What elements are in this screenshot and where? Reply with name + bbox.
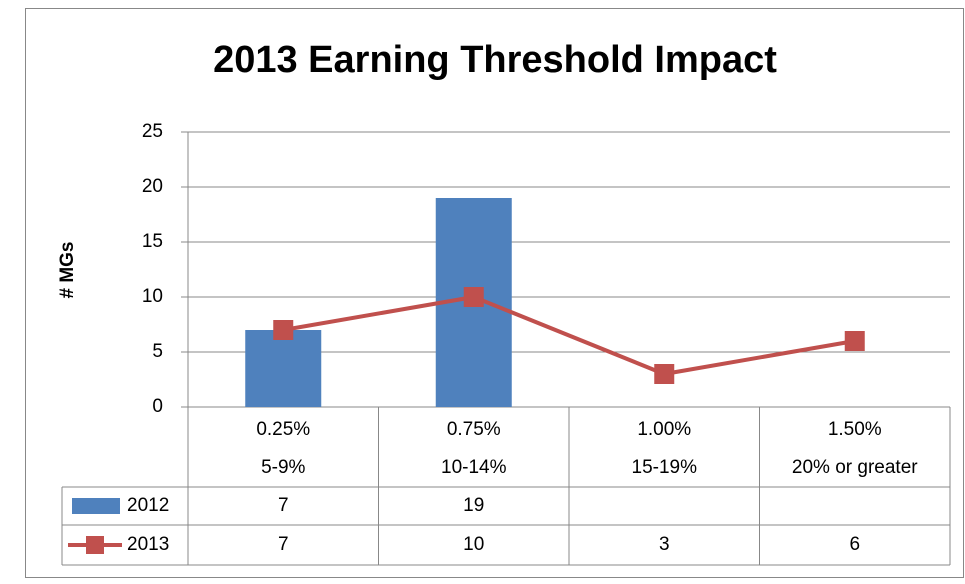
category-label: 0.25% — [256, 419, 310, 440]
y-tick-label: 10 — [142, 286, 163, 307]
marker — [654, 364, 675, 384]
category-label: 1.00% — [637, 419, 691, 440]
y-tick-label: 15 — [142, 231, 163, 252]
category-label: 20% or greater — [792, 457, 918, 478]
marker — [844, 331, 865, 351]
category-label: 0.75% — [447, 419, 501, 440]
y-tick-label: 20 — [142, 176, 163, 197]
table-value: 19 — [463, 495, 484, 516]
marker — [463, 287, 484, 307]
y-tick-label: 0 — [152, 396, 163, 417]
chart-title: 2013 Earning Threshold Impact — [213, 39, 777, 81]
table-value: 7 — [278, 495, 289, 516]
category-label: 10-14% — [441, 457, 507, 478]
table-value: 3 — [659, 534, 670, 555]
category-label: 5-9% — [261, 457, 305, 478]
table-value: 6 — [849, 534, 860, 555]
legend-label: 2012 — [127, 495, 169, 516]
table-value: 7 — [278, 534, 289, 555]
marker — [273, 320, 294, 340]
table-value: 10 — [463, 534, 484, 555]
y-tick-label: 5 — [152, 341, 163, 362]
legend-key — [72, 498, 120, 514]
category-label: 15-19% — [632, 457, 698, 478]
legend-key — [86, 536, 104, 554]
legend-label: 2013 — [127, 534, 169, 555]
y-tick-label: 25 — [142, 121, 163, 142]
y-axis-label: # MGs — [57, 241, 78, 298]
line — [282, 294, 856, 377]
category-label: 1.50% — [828, 419, 882, 440]
bar — [245, 330, 322, 407]
